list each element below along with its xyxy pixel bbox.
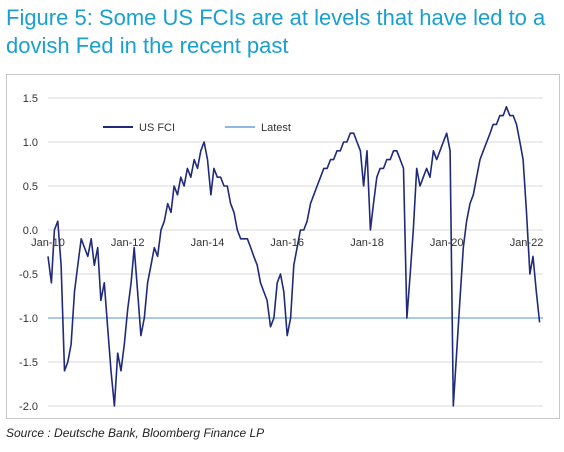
x-tick-label: Jan-20 bbox=[430, 237, 464, 249]
us-fci-series-line bbox=[47, 106, 541, 407]
y-tick-label: 1.5 bbox=[23, 93, 38, 105]
x-tick-label: Jan-14 bbox=[191, 237, 225, 249]
y-tick-labels: 1.5 1.0 0.5 0.0 -0.5 -1.0 -1.5 -2.0 bbox=[19, 93, 38, 413]
chart-title: Figure 5: Some US FCIs are at levels tha… bbox=[6, 5, 546, 58]
x-tick-labels: Jan-10 Jan-12 Jan-14 Jan-16 Jan-18 Jan-20 Jan-… bbox=[31, 237, 543, 249]
chart-frame: 1.5 1.0 0.5 0.0 -0.5 -1.0 -1.5 -2.0 Jan-10 Jan-1… bbox=[6, 74, 560, 419]
legend: US FCI Latest bbox=[103, 122, 291, 134]
legend-label-latest: Latest bbox=[261, 122, 291, 134]
series-layer bbox=[47, 106, 543, 407]
y-tick-label: 0.5 bbox=[23, 181, 38, 193]
source-note: Source : Deutsche Bank, Bloomberg Financ… bbox=[6, 426, 265, 440]
x-tick-label: Jan-18 bbox=[350, 237, 384, 249]
legend-label-us-fci: US FCI bbox=[139, 122, 175, 134]
y-tick-label: -2.0 bbox=[19, 401, 38, 413]
x-tick-label: Jan-12 bbox=[111, 237, 145, 249]
y-tick-label: -0.5 bbox=[19, 269, 38, 281]
x-tick-label: Jan-10 bbox=[31, 237, 65, 249]
y-tick-label: -1.0 bbox=[19, 313, 38, 325]
y-tick-label: -1.5 bbox=[19, 357, 38, 369]
x-tick-label: Jan-22 bbox=[510, 237, 544, 249]
fci-line-chart: 1.51.00.50.0-0.5-1.0-1.5-2.0 Jan-10 Jan-1… bbox=[19, 93, 543, 413]
y-tick-label: 0.0 bbox=[23, 225, 38, 237]
x-tick-label: Jan-16 bbox=[270, 237, 304, 249]
y-tick-label: 1.0 bbox=[23, 137, 38, 149]
